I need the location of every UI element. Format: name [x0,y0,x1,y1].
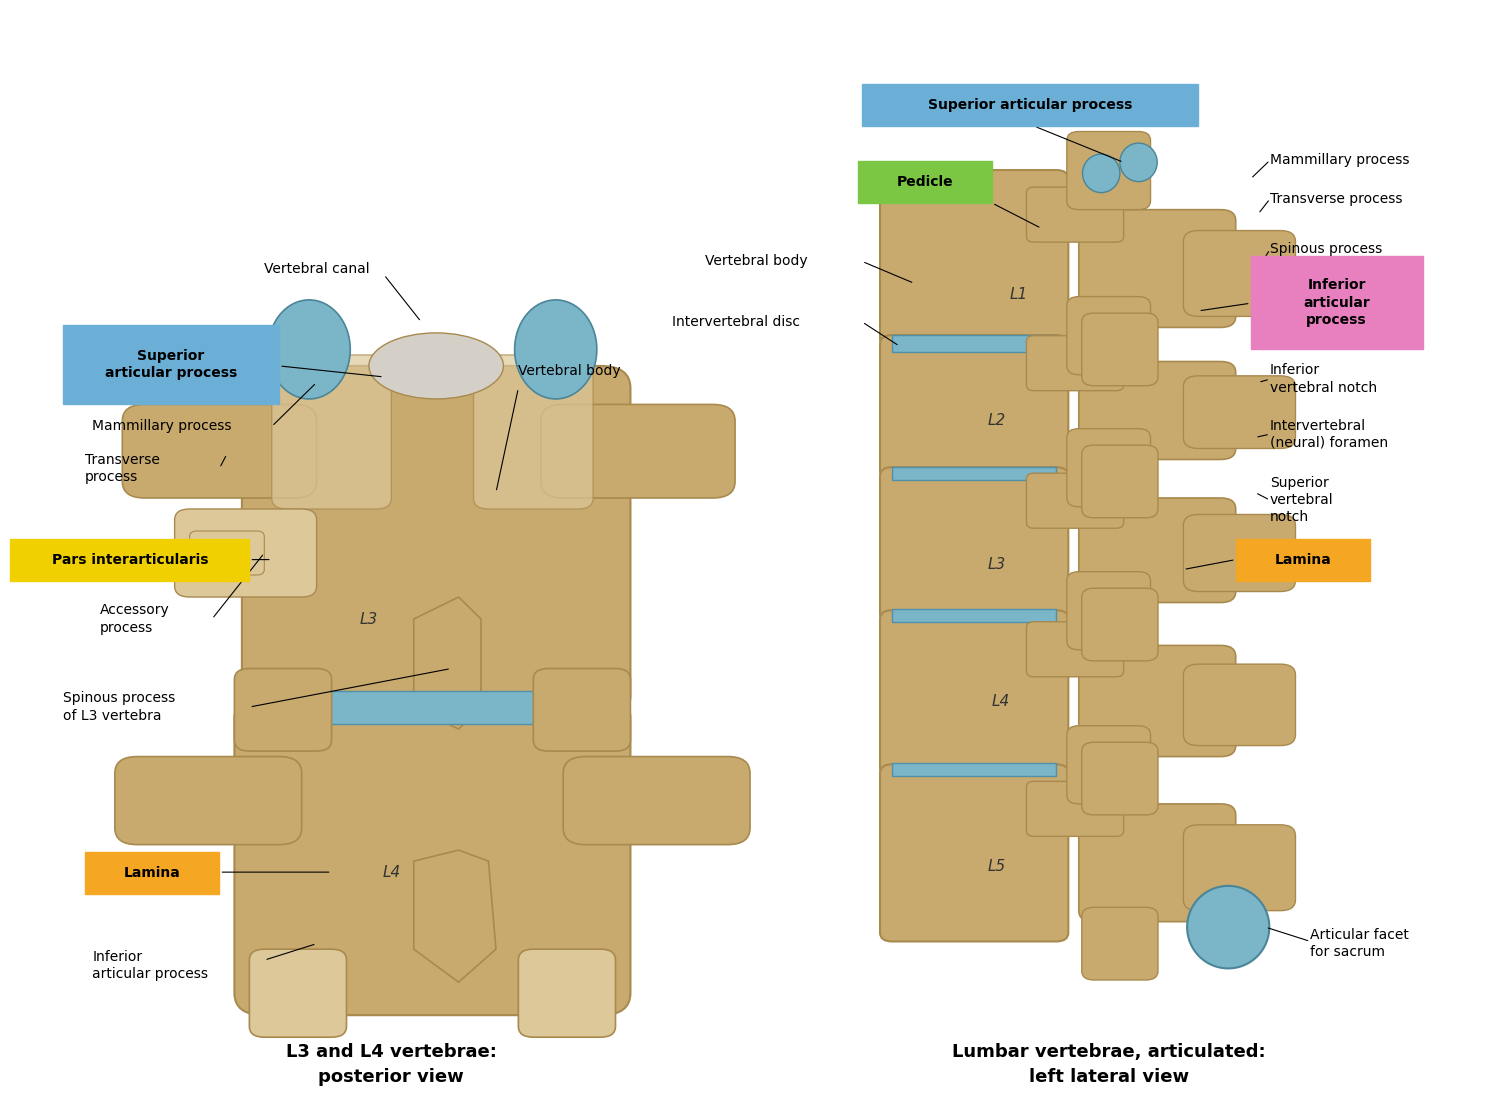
FancyBboxPatch shape [189,531,264,575]
Polygon shape [414,597,482,729]
FancyBboxPatch shape [880,335,1068,479]
Text: Mammillary process: Mammillary process [93,419,232,434]
FancyBboxPatch shape [892,335,1056,352]
FancyBboxPatch shape [862,84,1198,126]
Text: Transverse process: Transverse process [1270,191,1402,206]
Text: Lamina: Lamina [1275,553,1332,566]
FancyBboxPatch shape [1078,646,1236,757]
FancyBboxPatch shape [1184,230,1296,316]
Text: Pedicle: Pedicle [897,175,952,189]
FancyBboxPatch shape [1082,742,1158,815]
FancyBboxPatch shape [1184,514,1296,592]
FancyBboxPatch shape [1078,804,1236,921]
FancyBboxPatch shape [542,405,735,498]
Text: Pars interarticularis: Pars interarticularis [51,553,209,566]
Text: Accessory
process: Accessory process [100,604,170,635]
FancyBboxPatch shape [534,668,630,751]
FancyBboxPatch shape [858,161,992,204]
FancyBboxPatch shape [1236,539,1370,581]
Ellipse shape [514,300,597,399]
FancyBboxPatch shape [880,611,1068,776]
FancyBboxPatch shape [63,325,279,405]
FancyBboxPatch shape [1026,781,1124,836]
Text: Inferior
articular process: Inferior articular process [93,950,208,981]
FancyBboxPatch shape [562,757,750,845]
Text: L3 and L4 vertebrae:
posterior view: L3 and L4 vertebrae: posterior view [286,1043,496,1086]
FancyBboxPatch shape [1184,376,1296,448]
FancyBboxPatch shape [880,764,1068,941]
Text: Vertebral body: Vertebral body [705,254,809,269]
Text: L4: L4 [992,695,1010,709]
FancyBboxPatch shape [1066,132,1150,210]
FancyBboxPatch shape [272,355,392,509]
FancyBboxPatch shape [272,690,600,723]
FancyBboxPatch shape [116,757,302,845]
Text: Superior
vertebral
notch: Superior vertebral notch [1270,476,1334,524]
Text: Spinous process
of L3 vertebra: Spinous process of L3 vertebra [63,691,176,722]
FancyBboxPatch shape [1078,498,1236,603]
FancyBboxPatch shape [1026,622,1124,677]
FancyBboxPatch shape [1026,473,1124,529]
FancyBboxPatch shape [249,949,346,1037]
Text: L1: L1 [1010,286,1028,302]
FancyBboxPatch shape [1066,429,1150,507]
Ellipse shape [1186,886,1269,969]
FancyBboxPatch shape [1026,335,1124,390]
FancyBboxPatch shape [1251,255,1422,349]
FancyBboxPatch shape [1066,726,1150,804]
Text: Superior
articular process: Superior articular process [105,349,237,380]
FancyBboxPatch shape [880,467,1068,623]
FancyBboxPatch shape [174,509,316,597]
Ellipse shape [268,300,350,399]
FancyBboxPatch shape [242,366,630,718]
FancyBboxPatch shape [880,170,1068,347]
FancyBboxPatch shape [234,668,332,751]
Text: Inferior
articular
process: Inferior articular process [1304,279,1370,327]
Text: L3: L3 [987,556,1005,572]
FancyBboxPatch shape [1082,445,1158,518]
Text: L3: L3 [360,612,378,626]
FancyBboxPatch shape [1082,588,1158,661]
Ellipse shape [1083,154,1120,192]
Polygon shape [414,851,497,982]
FancyBboxPatch shape [1066,296,1150,375]
Text: Mammillary process: Mammillary process [1270,153,1410,167]
Text: Articular facet
for sacrum: Articular facet for sacrum [1311,928,1410,959]
Text: Intervertebral
(neural) foramen: Intervertebral (neural) foramen [1270,418,1388,450]
Ellipse shape [369,333,504,399]
FancyBboxPatch shape [892,763,1056,776]
Text: Superior articular process: Superior articular process [928,98,1132,112]
FancyBboxPatch shape [1184,664,1296,745]
Text: L5: L5 [987,859,1005,874]
FancyBboxPatch shape [86,853,219,894]
Text: Lamina: Lamina [124,866,180,880]
FancyBboxPatch shape [1026,187,1124,242]
Text: Intervertebral disc: Intervertebral disc [672,315,801,328]
FancyBboxPatch shape [474,355,592,509]
Ellipse shape [1120,143,1156,181]
FancyBboxPatch shape [892,609,1056,623]
FancyBboxPatch shape [10,539,249,581]
Text: L4: L4 [382,865,400,879]
FancyBboxPatch shape [1082,907,1158,980]
Text: Vertebral body: Vertebral body [519,364,621,378]
Text: Vertebral canal: Vertebral canal [264,262,370,276]
Text: Lumbar vertebrae, articulated:
left lateral view: Lumbar vertebrae, articulated: left late… [952,1043,1266,1086]
FancyBboxPatch shape [1066,572,1150,650]
FancyBboxPatch shape [1184,825,1296,910]
FancyBboxPatch shape [1082,313,1158,386]
FancyBboxPatch shape [519,949,615,1037]
Text: Spinous process: Spinous process [1270,242,1383,257]
FancyBboxPatch shape [1078,362,1236,459]
FancyBboxPatch shape [892,467,1056,480]
FancyBboxPatch shape [234,696,630,1015]
FancyBboxPatch shape [123,405,316,498]
Text: Inferior
vertebral notch: Inferior vertebral notch [1270,364,1377,395]
Text: Transverse
process: Transverse process [86,452,160,484]
Text: L2: L2 [987,414,1005,428]
FancyBboxPatch shape [1078,210,1236,327]
